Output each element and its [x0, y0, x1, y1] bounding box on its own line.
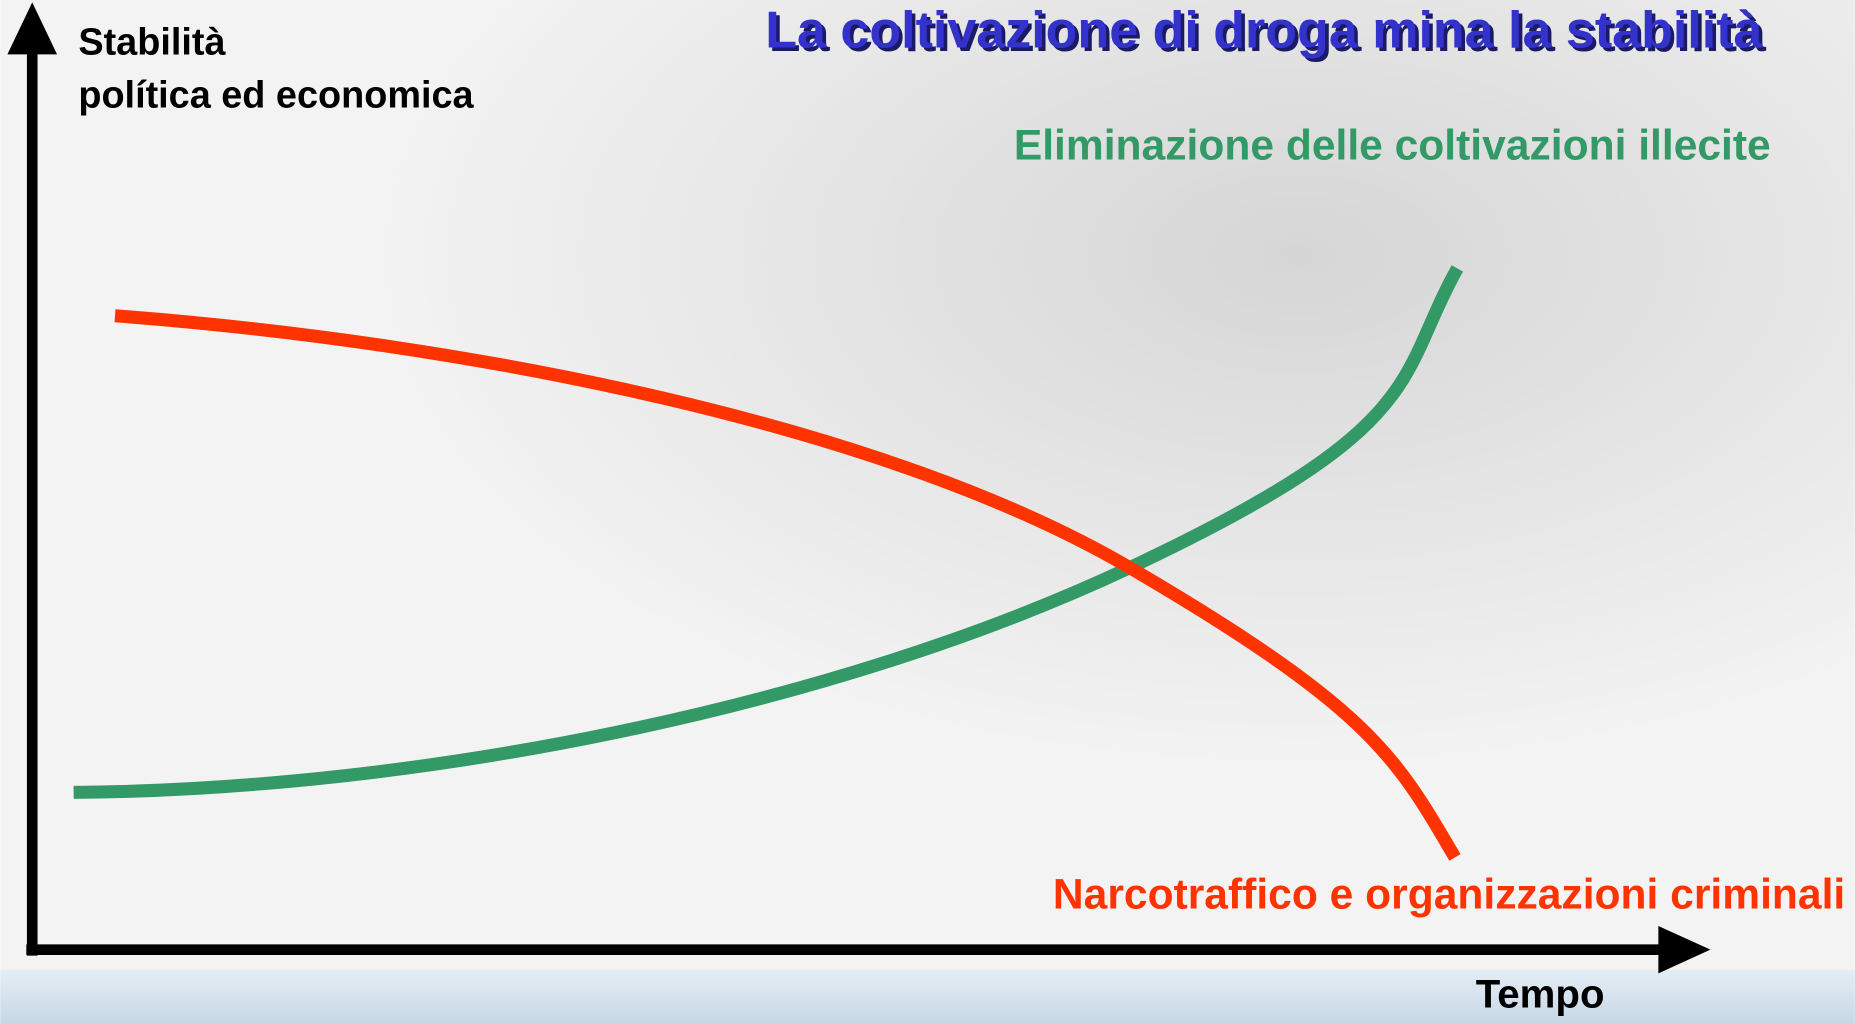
curve-label: Narcotraffico e organizzazioni criminali — [1053, 870, 1845, 918]
bottom-band — [0, 969, 1855, 1023]
y-axis-label: Stabilità — [78, 21, 226, 63]
y-axis-label: política ed economica — [78, 75, 474, 117]
title: La coltivazione di droga mina la stabili… — [765, 1, 1763, 59]
curve-label: Eliminazione delle coltivazioni illecite — [1014, 122, 1771, 170]
x-axis-label: Tempo — [1476, 972, 1605, 1017]
y-axis-arrow — [7, 2, 58, 55]
curve-narcotraffico — [114, 309, 1461, 861]
curve-eliminazione — [73, 265, 1464, 799]
title-shadow: La coltivazione di droga mina la stabili… — [769, 5, 1767, 63]
x-axis-arrow — [1658, 926, 1711, 974]
